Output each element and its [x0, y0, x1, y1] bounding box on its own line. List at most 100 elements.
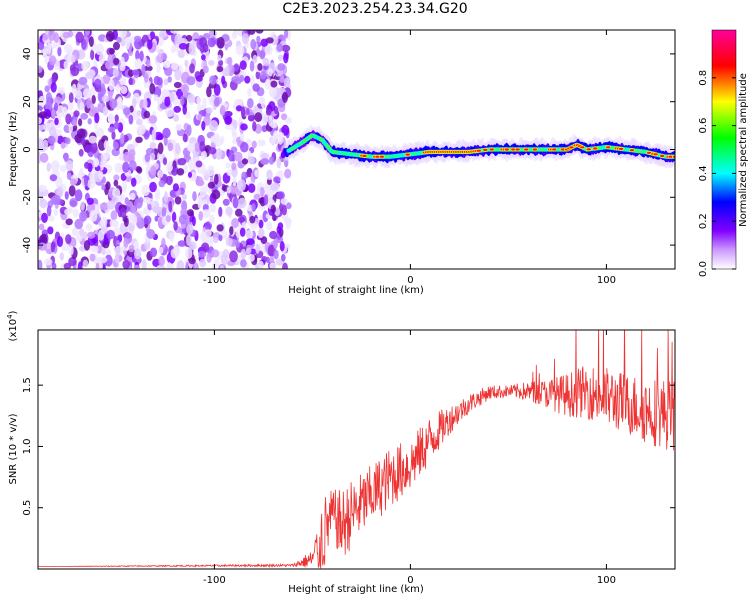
- spectrogram-noise-speck: [64, 137, 71, 145]
- spectrogram-noise-speck: [257, 139, 266, 147]
- spectrogram-noise-speck: [119, 207, 127, 218]
- spectrogram-noise-speck: [258, 219, 264, 229]
- spectrogram-noise-speck: [81, 38, 87, 50]
- snr-series-layer: [38, 330, 675, 569]
- spectrogram-noise-speck: [187, 171, 193, 178]
- spectrogram-noise-speck: [53, 208, 59, 217]
- spectrogram-noise-speck: [108, 79, 115, 91]
- spectrogram-noise-speck: [189, 63, 195, 74]
- spectrogram-noise-speck: [154, 188, 161, 201]
- spectrogram-noise-speck: [169, 232, 175, 243]
- signal-peak: [646, 151, 652, 154]
- spectrogram-noise-speck: [120, 85, 128, 95]
- spectrogram-y-ticks: -40 -20 0 20 40: [22, 48, 675, 253]
- spectrogram-noise-speck: [259, 71, 267, 80]
- spectrogram-noise-speck: [201, 150, 207, 160]
- spectrogram-noise-speck: [239, 75, 245, 82]
- spectrogram-noise-speck: [70, 66, 80, 77]
- spectrogram-noise-speck: [232, 131, 238, 139]
- spectrogram-noise-speck: [101, 183, 106, 191]
- spectrogram-noise-speck: [136, 118, 143, 126]
- spectrogram-noise-speck: [56, 186, 64, 198]
- spectrogram-noise-speck: [246, 238, 255, 246]
- spectrogram-noise-speck: [157, 133, 164, 141]
- snr-y-multiplier: (x104): [6, 310, 19, 341]
- spectrogram-noise-speck: [71, 54, 76, 63]
- spectrogram-noise-speck: [269, 230, 278, 240]
- spectrogram-noise-speck: [162, 60, 171, 69]
- spectrogram-noise-speck: [73, 110, 80, 118]
- spectrogram-noise-speck: [173, 114, 180, 122]
- spectrogram-noise-speck: [131, 69, 140, 76]
- spectrogram-noise-speck: [86, 97, 92, 109]
- spectrogram-noise-speck: [90, 49, 95, 61]
- spectrogram-noise-speck: [252, 54, 258, 64]
- spectrogram-noise-speck: [208, 204, 217, 213]
- spectrogram-noise-speck: [45, 92, 52, 102]
- spectrogram-noise-speck: [50, 241, 56, 253]
- spectrogram-noise-speck: [112, 141, 119, 150]
- spectrogram-noise-speck: [123, 151, 132, 163]
- spectrogram-noise-speck: [281, 253, 286, 262]
- spectrogram-noise-speck: [113, 174, 120, 181]
- spectrogram-noise-speck: [216, 66, 224, 73]
- spectrogram-noise-speck: [78, 118, 83, 127]
- spectrogram-noise-speck: [219, 189, 225, 197]
- spectrogram-noise-speck: [258, 228, 265, 239]
- spectrogram-noise-speck: [124, 197, 129, 205]
- spectrogram-noise-speck: [38, 242, 47, 251]
- spectrogram-noise-speck: [167, 142, 174, 152]
- spectrogram-noise-speck: [46, 205, 52, 217]
- spectrogram-noise-speck: [218, 234, 223, 242]
- spectrogram-noise-speck: [123, 237, 129, 248]
- spectrogram-noise-speck: [101, 248, 106, 256]
- spectrogram-noise-speck: [265, 256, 270, 263]
- spectrogram-noise-speck: [115, 83, 120, 93]
- colorbar-tick-label: 0.2: [698, 213, 709, 229]
- snr-x-tick: -100: [203, 330, 226, 586]
- spectrogram-noise-speck: [168, 200, 173, 213]
- spectrogram-noise-speck: [65, 234, 72, 245]
- spectrogram-noise-speck: [239, 132, 245, 142]
- spectrogram-noise-speck: [185, 34, 193, 42]
- spectrogram-y-tick-label: 40: [22, 48, 33, 61]
- spectrogram-noise-speck: [100, 202, 109, 211]
- signal-peak: [515, 148, 520, 151]
- spectrogram-noise-speck: [119, 77, 127, 86]
- spectrogram-noise-speck: [201, 168, 207, 176]
- spectrogram-noise-speck: [196, 95, 201, 107]
- spectrogram-noise-speck: [82, 259, 89, 268]
- spectrogram-noise-speck: [64, 43, 73, 54]
- spectrogram-noise-speck: [196, 75, 203, 82]
- spectrogram-noise-speck: [282, 262, 288, 269]
- spectrogram-noise-speck: [201, 209, 211, 219]
- spectrogram-noise-speck: [269, 256, 275, 265]
- spectrogram-noise-speck: [44, 85, 50, 93]
- colorbar-label: Normalized spectral amplitude: [738, 73, 749, 227]
- spectrogram-noise-speck: [106, 229, 115, 240]
- spectrogram-noise-speck: [158, 180, 166, 188]
- spectrogram-y-tick-label: -40: [22, 237, 33, 253]
- spectrogram-noise-speck: [218, 206, 223, 217]
- spectrogram-noise-speck: [94, 112, 100, 124]
- spectrogram-noise-speck: [134, 58, 142, 69]
- spectrogram-noise-speck: [107, 114, 116, 124]
- spectrogram-noise-speck: [229, 250, 238, 263]
- spectrogram-noise-speck: [38, 184, 47, 192]
- signal-peak: [668, 155, 673, 158]
- spectrogram-noise-speck: [206, 252, 212, 263]
- spectrogram-noise-speck: [128, 114, 134, 125]
- spectrogram-noise-speck: [167, 76, 172, 83]
- spectrogram-panel: -100 0 100 -40 -20 0 20 40 Height of straight …: [8, 29, 676, 296]
- spectrogram-noise-speck: [118, 30, 128, 39]
- spectrogram-noise-speck: [79, 211, 88, 222]
- spectrogram-noise-speck: [136, 166, 143, 174]
- spectrogram-noise-speck: [90, 86, 96, 98]
- spectrogram-noise-speck: [177, 49, 185, 59]
- spectrogram-noise-speck: [143, 110, 151, 119]
- snr-y-tick: 1.5: [22, 377, 675, 393]
- spectrogram-noise-speck: [180, 209, 186, 216]
- spectrogram-noise-speck: [212, 236, 219, 244]
- spectrogram-noise-speck: [98, 53, 105, 65]
- spectrogram-noise-speck: [254, 169, 260, 178]
